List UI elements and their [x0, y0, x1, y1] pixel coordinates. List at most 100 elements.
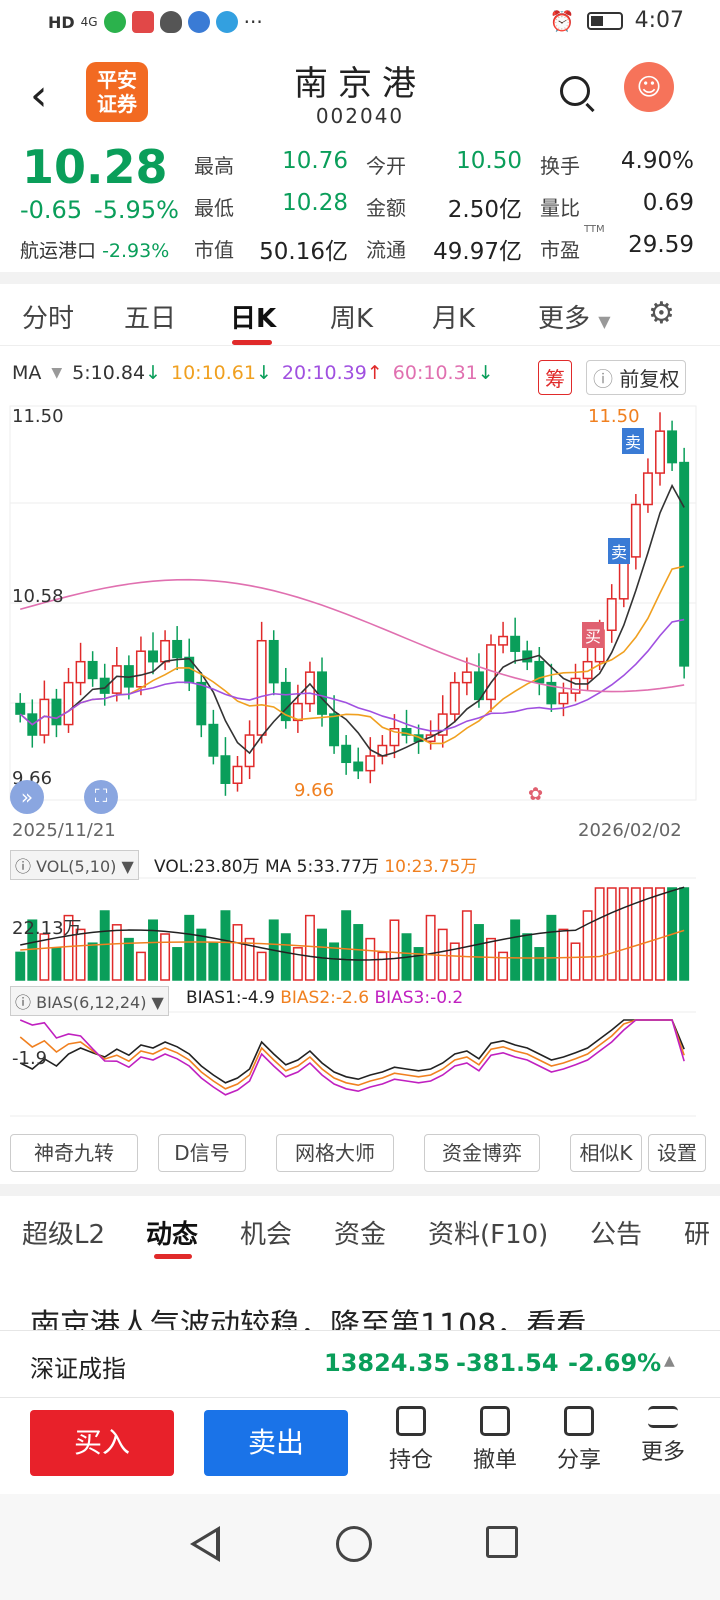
volume-bar [304, 914, 315, 981]
index-ticker[interactable]: 深证成指 13824.35 -381.54 -2.69% ▲ [0, 1330, 720, 1398]
back-button[interactable]: ‹ [30, 70, 48, 121]
tool-d-signal[interactable]: D信号 [158, 1134, 246, 1172]
tab-more-label: 更多 [538, 304, 591, 334]
candle-body [498, 635, 509, 646]
chat-icon [215, 11, 238, 33]
more-label: 更多 [640, 1440, 685, 1465]
tab-timeshare[interactable]: 分时 [22, 304, 75, 334]
candle-body [510, 635, 521, 652]
vol-ma10-line [20, 929, 685, 959]
more-button[interactable]: 更多 [628, 1406, 698, 1466]
share-icon [564, 1406, 594, 1436]
tool-fund-game[interactable]: 资金博弈 [424, 1134, 540, 1172]
quote-panel: 10.28 -0.65 -5.95% 航运港口 -2.93% 最高 10.76 … [0, 140, 720, 270]
candle-body [172, 639, 183, 659]
share-button[interactable]: 分享 [544, 1406, 614, 1474]
bias-indicator-selector[interactable]: ⓘ BIAS(6,12,24) ▼ [10, 986, 169, 1016]
nav-recents-icon[interactable] [486, 1526, 518, 1558]
candle-body [15, 702, 26, 715]
volume-bar [75, 928, 86, 981]
tool-settings[interactable]: 设置 [648, 1134, 706, 1172]
tab-opportunity[interactable]: 机会 [240, 1220, 293, 1250]
volume-bar [51, 947, 62, 981]
float-label: 流通 [366, 238, 406, 262]
turnover-value: 4.90% [620, 148, 694, 174]
volume-bar [473, 924, 484, 981]
kline-chart[interactable] [0, 0, 720, 1130]
tool-nine-turn[interactable]: 神奇九转 [10, 1134, 138, 1172]
ma-legend[interactable]: MA ▼ 5:10.84↓ 10:10.61↓ 20:10.39↑ 60:10.… [12, 362, 494, 384]
ma-dropdown-icon: ▼ [51, 365, 63, 381]
tab-5day[interactable]: 五日 [124, 304, 177, 334]
tool-similar-k[interactable]: 相似K [570, 1134, 642, 1172]
cancel-order-button[interactable]: 撤单 [460, 1406, 530, 1474]
volume-bar [510, 919, 521, 981]
volume-bar [15, 951, 26, 981]
event-marker-icon[interactable]: ✿ [528, 784, 544, 805]
shield-icon [159, 11, 182, 33]
buy-signal-tag[interactable]: 买 [582, 622, 605, 648]
nav-home-icon[interactable] [336, 1526, 372, 1562]
bias-line [19, 1019, 685, 1096]
low-value: 10.28 [282, 190, 348, 216]
tab-f10[interactable]: 资料(F10) [428, 1220, 549, 1250]
candle-body [196, 681, 207, 726]
tab-monthly-k[interactable]: 月K [432, 304, 476, 334]
volume-bar [135, 951, 146, 981]
sell-signal-tag[interactable]: 卖 [608, 538, 631, 564]
volume-bar [618, 887, 629, 981]
tab-announcements[interactable]: 公告 [590, 1220, 643, 1250]
tab-more[interactable]: 更多 ▼ [538, 298, 611, 335]
broker-logo[interactable]: 平安 证券 [86, 62, 148, 122]
sector-pct: -2.93% [102, 240, 170, 262]
nav-back-icon[interactable] [190, 1526, 220, 1562]
adjust-type-label: 前复权 [619, 367, 680, 391]
candle-body [99, 677, 110, 694]
tab-super-l2[interactable]: 超级L2 [22, 1220, 106, 1250]
tab-daily-k[interactable]: 日K [230, 304, 277, 334]
system-nav-bar [0, 1494, 720, 1600]
candle-body [292, 702, 303, 722]
index-change: -381.54 [456, 1349, 559, 1377]
tool-grid-master[interactable]: 网格大师 [276, 1134, 394, 1172]
gear-icon[interactable]: ⚙ [648, 296, 675, 331]
assistant-avatar[interactable]: ☺ [624, 62, 674, 112]
chip-distribution-button[interactable]: 筹 [538, 360, 572, 395]
divider [0, 1184, 720, 1196]
vol-indicator-selector[interactable]: ⓘ VOL(5,10) ▼ [10, 850, 139, 880]
tab-research[interactable]: 研 [684, 1220, 711, 1250]
bias-line [19, 1019, 685, 1090]
sell-signal-tag[interactable]: 卖 [622, 428, 645, 454]
tab-weekly-k[interactable]: 周K [330, 304, 374, 334]
fullscreen-icon[interactable]: ⛶ [84, 780, 118, 814]
chevron-up-icon: ▲ [664, 1353, 675, 1369]
tab-news-feed[interactable]: 动态 [146, 1220, 199, 1250]
candle-body [220, 755, 231, 784]
expand-left-icon[interactable]: » [10, 780, 44, 814]
app-notification-icon [103, 11, 126, 33]
buy-button[interactable]: 买入 [30, 1410, 174, 1476]
sell-button[interactable]: 卖出 [204, 1410, 348, 1476]
candle-body [87, 660, 98, 680]
candle-body [449, 681, 460, 715]
tab-funds[interactable]: 资金 [334, 1220, 387, 1250]
active-subtab-underline [154, 1254, 192, 1259]
sector-info[interactable]: 航运港口 -2.93% [20, 236, 169, 263]
candle-body [256, 639, 267, 736]
volume-bar [329, 942, 340, 981]
volume-bars [15, 887, 690, 981]
candle-body [75, 660, 86, 684]
candle-body [329, 713, 340, 747]
max-price-mark: 11.50 [588, 406, 640, 427]
ma-line [19, 483, 685, 757]
adjust-type-button[interactable]: ⓘ 前复权 [586, 360, 687, 395]
mktcap-value: 50.16亿 [259, 239, 348, 265]
volume-bar [486, 937, 496, 981]
candle-body [244, 734, 255, 768]
candle-body [546, 681, 557, 705]
holdings-button[interactable]: 持仓 [376, 1406, 446, 1474]
volume-bar [655, 887, 665, 981]
volume-bar [570, 942, 581, 981]
search-icon[interactable] [560, 76, 590, 106]
news-headline[interactable]: 南京港人气波动较稳，降至第1108，看看 [30, 1308, 587, 1330]
